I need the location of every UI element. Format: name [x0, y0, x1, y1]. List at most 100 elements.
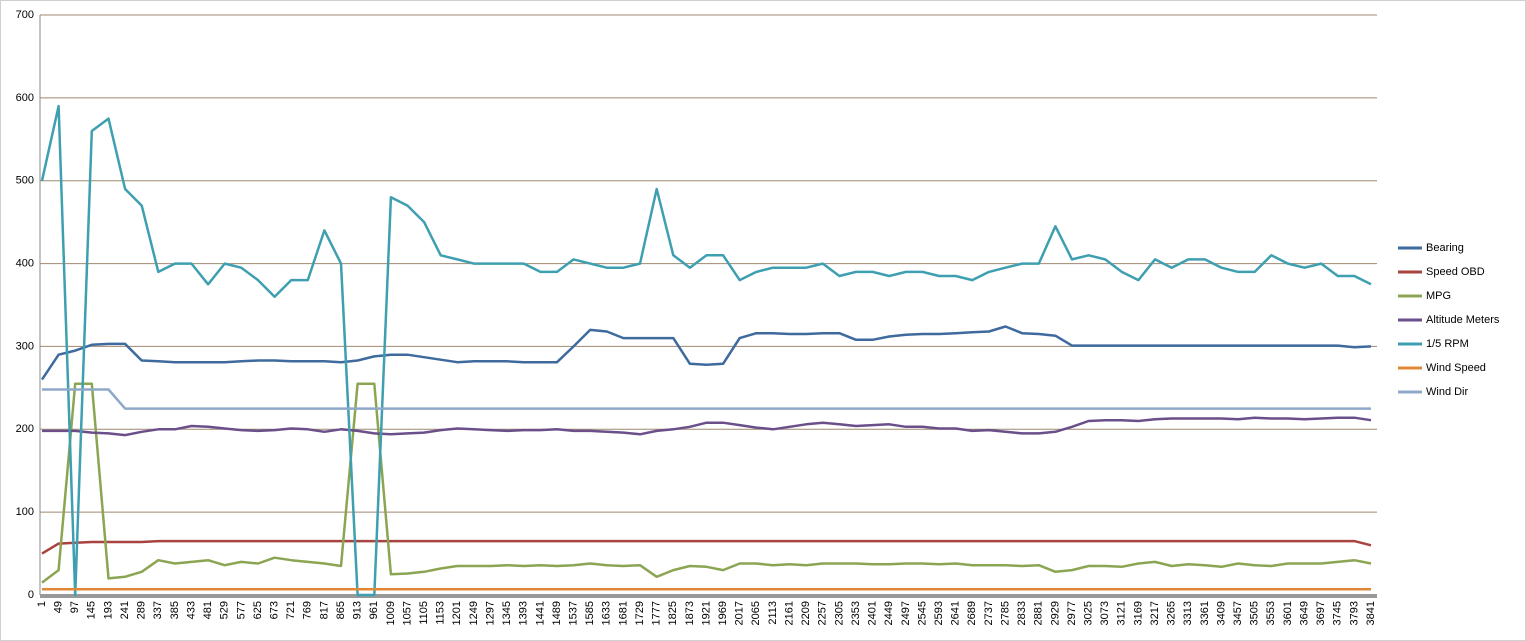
x-tick-label: 3409	[1215, 601, 1227, 625]
x-tick-label: 3073	[1099, 601, 1111, 625]
x-tick-label: 97	[69, 601, 81, 613]
x-tick-label: 1633	[601, 601, 613, 625]
x-tick-label: 1873	[684, 601, 696, 625]
x-tick-label: 3265	[1166, 601, 1178, 625]
x-tick-label: 2545	[916, 601, 928, 625]
x-tick-label: 2161	[783, 601, 795, 625]
y-tick-label: 700	[16, 9, 34, 21]
x-tick-label: 3025	[1082, 601, 1094, 625]
x-tick-label: 865	[335, 601, 347, 619]
x-tick-label: 3457	[1232, 601, 1244, 625]
x-tick-label: 1345	[501, 601, 513, 625]
x-tick-label: 2353	[850, 601, 862, 625]
x-tick-label: 3649	[1298, 601, 1310, 625]
x-tick-label: 913	[352, 601, 364, 619]
x-tick-label: 3217	[1149, 601, 1161, 625]
x-tick-label: 3361	[1199, 601, 1211, 625]
legend-label: Speed OBD	[1426, 266, 1485, 278]
legend-label: Bearing	[1426, 242, 1464, 254]
x-tick-label: 1921	[700, 601, 712, 625]
x-tick-label: 3313	[1182, 601, 1194, 625]
x-tick-label: 2641	[950, 601, 962, 625]
x-tick-label: 145	[86, 601, 98, 619]
x-tick-label: 2497	[900, 601, 912, 625]
y-tick-label: 500	[16, 175, 34, 187]
x-tick-label: 1441	[534, 601, 546, 625]
x-tick-label: 1729	[634, 601, 646, 625]
x-tick-label: 1825	[667, 601, 679, 625]
x-tick-label: 625	[252, 601, 264, 619]
x-tick-label: 2977	[1066, 601, 1078, 625]
x-tick-label: 481	[202, 601, 214, 619]
x-tick-label: 1681	[617, 601, 629, 625]
x-tick-label: 1777	[651, 601, 663, 625]
series-line	[42, 388, 1371, 410]
legend-label: MPG	[1426, 290, 1451, 302]
x-tick-label: 2593	[933, 601, 945, 625]
series-line	[41, 382, 1372, 584]
x-tick-label: 1249	[468, 601, 480, 625]
x-tick-label: 385	[169, 601, 181, 619]
x-tick-label: 2017	[734, 601, 746, 625]
y-tick-label: 300	[16, 340, 34, 352]
x-tick-label: 3841	[1365, 601, 1377, 625]
x-tick-label: 1489	[551, 601, 563, 625]
x-tick-label: 2737	[983, 601, 995, 625]
x-tick-label: 2113	[767, 601, 779, 625]
y-tick-label: 400	[16, 257, 34, 269]
x-tick-label: 1585	[584, 601, 596, 625]
x-tick-label: 1201	[451, 601, 463, 625]
x-tick-label: 1057	[401, 601, 413, 625]
x-tick-label: 3121	[1116, 601, 1128, 625]
x-tick-label: 817	[318, 601, 330, 619]
x-tick-label: 3745	[1332, 601, 1344, 625]
x-tick-label: 3697	[1315, 601, 1327, 625]
x-tick-label: 1393	[518, 601, 530, 625]
x-tick-label: 961	[368, 601, 380, 619]
x-tick-label: 2449	[883, 601, 895, 625]
x-tick-label: 3793	[1348, 601, 1360, 625]
x-tick-label: 673	[268, 601, 280, 619]
x-tick-label: 337	[152, 601, 164, 619]
x-tick-label: 3169	[1132, 601, 1144, 625]
series-line	[40, 325, 1372, 381]
x-tick-label: 3505	[1249, 601, 1261, 625]
x-tick-label: 2209	[800, 601, 812, 625]
series-line	[42, 416, 1372, 437]
x-tick-label: 577	[235, 601, 247, 619]
x-tick-label: 1537	[568, 601, 580, 625]
x-tick-label: 3601	[1282, 601, 1294, 625]
x-tick-label: 1969	[717, 601, 729, 625]
series-line	[41, 539, 1372, 555]
x-tick-label: 2689	[966, 601, 978, 625]
x-tick-label: 1	[36, 601, 48, 607]
legend-label: 1/5 RPM	[1426, 338, 1469, 350]
x-tick-label: 2785	[999, 601, 1011, 625]
x-tick-label: 721	[285, 601, 297, 619]
y-tick-label: 600	[16, 92, 34, 104]
y-tick-label: 0	[28, 589, 34, 601]
x-tick-label: 433	[185, 601, 197, 619]
legend-label: Wind Speed	[1426, 362, 1486, 374]
x-tick-label: 2257	[817, 601, 829, 625]
x-tick-label: 2929	[1049, 601, 1061, 625]
x-tick-label: 2833	[1016, 601, 1028, 625]
y-tick-label: 200	[16, 423, 34, 435]
x-tick-label: 2881	[1033, 601, 1045, 625]
legend-label: Altitude Meters	[1426, 314, 1500, 326]
x-tick-label: 1009	[385, 601, 397, 625]
x-tick-label: 49	[53, 601, 65, 613]
y-tick-label: 100	[16, 506, 34, 518]
x-tick-label: 529	[219, 601, 231, 619]
x-tick-label: 1297	[484, 601, 496, 625]
x-tick-label: 1105	[418, 601, 430, 625]
x-tick-label: 769	[302, 601, 314, 619]
x-tick-label: 1153	[435, 601, 447, 625]
series-line	[40, 104, 1372, 597]
x-tick-label: 3553	[1265, 601, 1277, 625]
x-tick-label: 2401	[867, 601, 879, 625]
x-tick-label: 241	[119, 601, 131, 619]
x-tick-label: 193	[102, 601, 114, 619]
